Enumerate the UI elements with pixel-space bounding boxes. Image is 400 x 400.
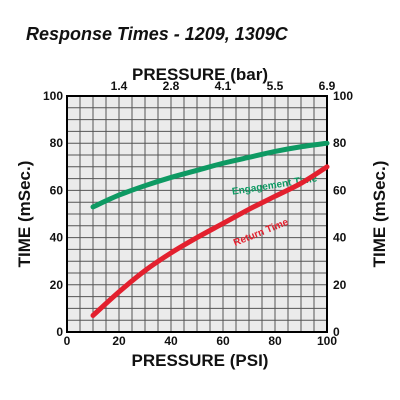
y-axis-title-right: TIME (mSec.): [370, 161, 389, 268]
x-tick-label: 20: [112, 334, 126, 348]
x2-axis-title: PRESSURE (bar): [132, 65, 268, 84]
x-tick-label: 100: [317, 334, 337, 348]
y-tick-label-right: 40: [333, 231, 347, 245]
return-time-line: [90, 164, 330, 318]
y-tick-label-left: 20: [50, 278, 64, 292]
y-tick-label-right: 60: [333, 183, 347, 197]
y-tick-label-right: 0: [333, 325, 340, 339]
x2-tick-label: 5.5: [267, 79, 284, 93]
x-axis-title: PRESSURE (PSI): [132, 351, 269, 370]
x2-tick-label: 6.9: [319, 79, 336, 93]
x2-tick-label: 2.8: [163, 79, 180, 93]
chart-grid: [67, 96, 327, 332]
x-tick-label: 0: [64, 334, 71, 348]
y-tick-label-left: 80: [50, 136, 64, 150]
x2-tick-label: 1.4: [111, 79, 128, 93]
x2-tick-label: 4.1: [215, 79, 232, 93]
chart-title: Response Times - 1209, 1309C: [26, 24, 289, 44]
y-tick-label-left: 40: [50, 231, 64, 245]
y-tick-label-right: 20: [333, 278, 347, 292]
y-axis-title-left: TIME (mSec.): [15, 161, 34, 268]
y-tick-label-right: 80: [333, 136, 347, 150]
engagement-time-line: [90, 140, 330, 210]
plot-frame: [66, 95, 328, 333]
x-tick-label: 80: [268, 334, 282, 348]
y-tick-label-left: 100: [43, 89, 63, 103]
y-tick-label-right: 100: [333, 89, 353, 103]
y-tick-label-left: 60: [50, 183, 64, 197]
x-tick-label: 60: [216, 334, 230, 348]
y-tick-label-left: 0: [56, 325, 63, 339]
x-tick-label: 40: [164, 334, 178, 348]
